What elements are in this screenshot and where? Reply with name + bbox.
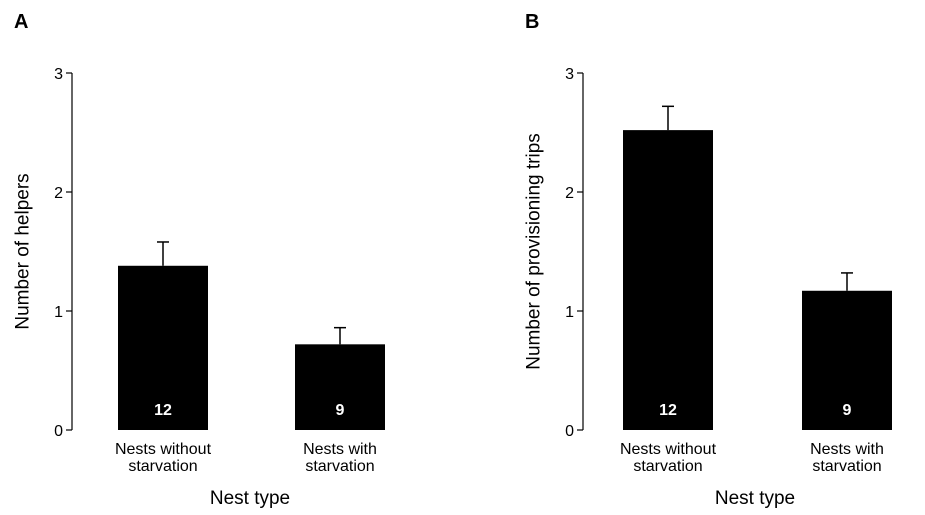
category-label: Nests with starvation <box>810 441 884 475</box>
y-tick-label: 0 <box>54 423 63 440</box>
bar <box>295 344 385 430</box>
y-axis-label: Number of provisioning trips <box>524 133 545 370</box>
y-tick-label: 1 <box>565 304 574 321</box>
y-tick-label: 3 <box>54 66 63 83</box>
bar <box>802 290 892 430</box>
y-tick-label: 2 <box>565 185 574 202</box>
category-label: Nests with starvation <box>303 441 377 475</box>
y-tick-label: 2 <box>54 185 63 202</box>
y-axis-label: Number of helpers <box>13 173 34 329</box>
bar <box>118 265 208 430</box>
sample-size-label: 12 <box>154 402 172 419</box>
panel-label: A <box>14 11 28 33</box>
y-tick-label: 1 <box>54 304 63 321</box>
x-axis-label: Nest type <box>210 488 290 509</box>
y-tick-label: 3 <box>565 66 574 83</box>
category-label: Nests without starvation <box>620 441 717 475</box>
bar <box>623 130 713 430</box>
x-axis-label: Nest type <box>715 488 795 509</box>
sample-size-label: 12 <box>659 402 677 419</box>
y-tick-label: 0 <box>565 423 574 440</box>
sample-size-label: 9 <box>336 402 345 419</box>
panel-label: B <box>525 11 539 33</box>
category-label: Nests without starvation <box>115 441 212 475</box>
sample-size-label: 9 <box>843 402 852 419</box>
